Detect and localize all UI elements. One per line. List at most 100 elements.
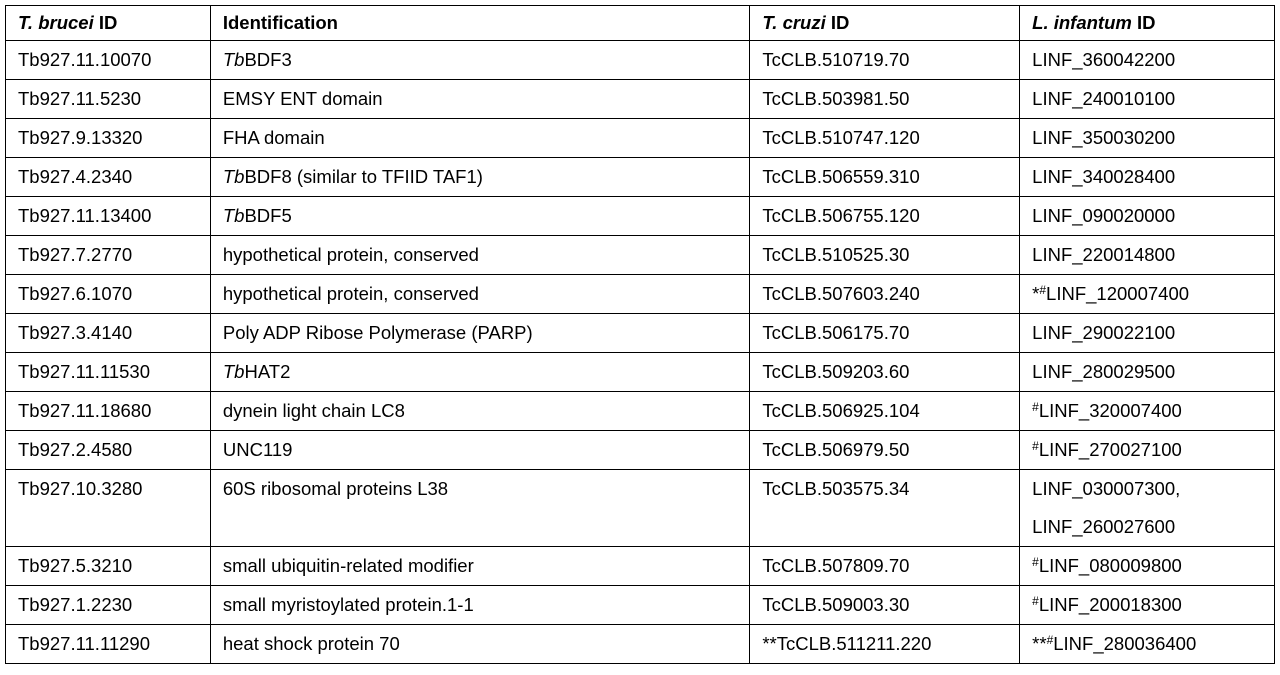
cell-line: LINF_030007300, (1032, 478, 1181, 499)
table-row: Tb927.10.3280 60S ribosomal proteins L38 T… (5, 469, 1275, 547)
table-cell: LINF_280029500 (1019, 352, 1275, 392)
cell-text: # (1032, 439, 1039, 453)
table-cell: TcCLB.503575.34 (749, 469, 1021, 547)
table-cell: Tb927.5.3210 (5, 546, 211, 586)
table-row: Tb927.3.4140 Poly ADP Ribose Polymerase (… (5, 313, 1275, 353)
table-cell: Tb927.11.18680 (5, 391, 211, 431)
cell-text: BDF3 (244, 49, 292, 70)
table-header: T. brucei ID Identification T. cruzi ID L. … (5, 5, 1275, 41)
cell-text: Tb (222, 49, 245, 70)
table-cell: EMSY ENT domain (209, 79, 751, 119)
cell-text: LINF_080009800 (1038, 555, 1182, 576)
table-cell: TcCLB.506979.50 (749, 430, 1021, 470)
table-cell: LINF_240010100 (1019, 79, 1275, 119)
table-cell: LINF_090020000 (1019, 196, 1275, 236)
table-cell: TcCLB.506175.70 (749, 313, 1021, 353)
cell-text: HAT2 (244, 361, 291, 382)
table-cell: LINF_030007300, LINF_260027600 (1019, 469, 1275, 547)
table-row: Tb927.11.13400 TbBDF5 TcCLB.506755.120 LINF… (5, 196, 1275, 236)
table-cell: TcCLB.509003.30 (749, 585, 1021, 625)
table-row: Tb927.9.13320 FHA domain TcCLB.510747.120 L… (5, 118, 1275, 158)
table-body: Tb927.11.10070 TbBDF3 TcCLB.510719.70 LINF_… (5, 40, 1275, 664)
table-cell: #LINF_200018300 (1019, 585, 1275, 625)
table-cell: FHA domain (209, 118, 751, 158)
table-row: Tb927.2.4580 UNC119 TcCLB.506979.50 #LINF_2… (5, 430, 1275, 470)
table-cell: TcCLB.507809.70 (749, 546, 1021, 586)
table-cell: #LINF_320007400 (1019, 391, 1275, 431)
table-cell: Tb927.11.11290 (5, 624, 211, 664)
table-cell: Poly ADP Ribose Polymerase (PARP) (209, 313, 751, 353)
table-cell: **TcCLB.511211.220 (749, 624, 1021, 664)
cell-text: L. infantum (1032, 12, 1132, 33)
cell-text: # (1032, 400, 1039, 414)
table-cell: #LINF_080009800 (1019, 546, 1275, 586)
table-row: Tb927.7.2770 hypothetical protein, conser… (5, 235, 1275, 275)
table-cell: TcCLB.510747.120 (749, 118, 1021, 158)
table-cell: Tb927.7.2770 (5, 235, 211, 275)
table-cell: UNC119 (209, 430, 751, 470)
cell-text: Tb (222, 361, 245, 382)
table-cell: Tb927.9.13320 (5, 118, 211, 158)
table-cell: TcCLB.509203.60 (749, 352, 1021, 392)
table-cell: Tb927.11.5230 (5, 79, 211, 119)
table-cell: Tb927.1.2230 (5, 585, 211, 625)
table-cell: LINF_350030200 (1019, 118, 1275, 158)
cell-text: T. brucei (18, 12, 94, 33)
table-cell: Tb927.6.1070 (5, 274, 211, 314)
cell-text: ID (1131, 12, 1156, 33)
cell-text: T. cruzi (762, 12, 826, 33)
table-cell: hypothetical protein, conserved (209, 235, 751, 275)
header-row: T. brucei ID Identification T. cruzi ID L. … (5, 5, 1275, 41)
column-header: L. infantum ID (1019, 5, 1275, 41)
cell-text: # (1046, 633, 1054, 647)
cell-text: Tb (222, 205, 245, 226)
table-cell: LINF_360042200 (1019, 40, 1275, 80)
table-cell: TcCLB.510525.30 (749, 235, 1021, 275)
cell-text: # (1032, 555, 1039, 569)
table-cell: TbBDF5 (209, 196, 751, 236)
table-cell: Tb927.3.4140 (5, 313, 211, 353)
table-cell: TcCLB.506925.104 (749, 391, 1021, 431)
table-cell: **#LINF_280036400 (1019, 624, 1275, 664)
table-cell: Tb927.11.13400 (5, 196, 211, 236)
table-cell: Tb927.4.2340 (5, 157, 211, 197)
cell-text: ** (1032, 633, 1047, 654)
table-cell: TcCLB.506559.310 (749, 157, 1021, 197)
table-row: Tb927.11.11290 heat shock protein 70 **TcC… (5, 624, 1275, 664)
table-cell: TcCLB.507603.240 (749, 274, 1021, 314)
table-cell: *#LINF_120007400 (1019, 274, 1275, 314)
cell-text: Tb (222, 166, 245, 187)
column-header: T. brucei ID (5, 5, 211, 41)
table-cell: Tb927.11.10070 (5, 40, 211, 80)
cell-text: LINF_200018300 (1038, 594, 1182, 615)
cell-text: ID (825, 12, 850, 33)
table-cell: TbHAT2 (209, 352, 751, 392)
cell-text: Identification (222, 12, 338, 33)
table-cell: small myristoylated protein.1-1 (209, 585, 751, 625)
cell-text: * (1032, 283, 1040, 304)
table-cell: #LINF_270027100 (1019, 430, 1275, 470)
table-cell: small ubiquitin-related modifier (209, 546, 751, 586)
column-header: T. cruzi ID (749, 5, 1021, 41)
table-cell: dynein light chain LC8 (209, 391, 751, 431)
table-cell: LINF_340028400 (1019, 157, 1275, 197)
table-row: Tb927.1.2230 small myristoylated protein.… (5, 585, 1275, 625)
table-cell: 60S ribosomal proteins L38 (209, 469, 751, 547)
cell-line: LINF_260027600 (1032, 516, 1176, 537)
table-row: Tb927.4.2340 TbBDF8 (similar to TFIID TAF… (5, 157, 1275, 197)
table-cell: Tb927.2.4580 (5, 430, 211, 470)
table-row: Tb927.5.3210 small ubiquitin-related modi… (5, 546, 1275, 586)
cell-text: BDF8 (similar to TFIID TAF1) (244, 166, 483, 187)
table-row: Tb927.6.1070 hypothetical protein, conser… (5, 274, 1275, 314)
table-cell: TcCLB.503981.50 (749, 79, 1021, 119)
table-cell: TbBDF3 (209, 40, 751, 80)
table-cell: hypothetical protein, conserved (209, 274, 751, 314)
cell-text: LINF_280036400 (1053, 633, 1197, 654)
table-row: Tb927.11.18680 dynein light chain LC8 TcCL… (5, 391, 1275, 431)
cell-text: # (1039, 283, 1047, 297)
table-cell: TbBDF8 (similar to TFIID TAF1) (209, 157, 751, 197)
cell-text: LINF_320007400 (1038, 400, 1182, 421)
cell-text: # (1032, 594, 1039, 608)
column-header: Identification (209, 5, 751, 41)
table-cell: heat shock protein 70 (209, 624, 751, 664)
